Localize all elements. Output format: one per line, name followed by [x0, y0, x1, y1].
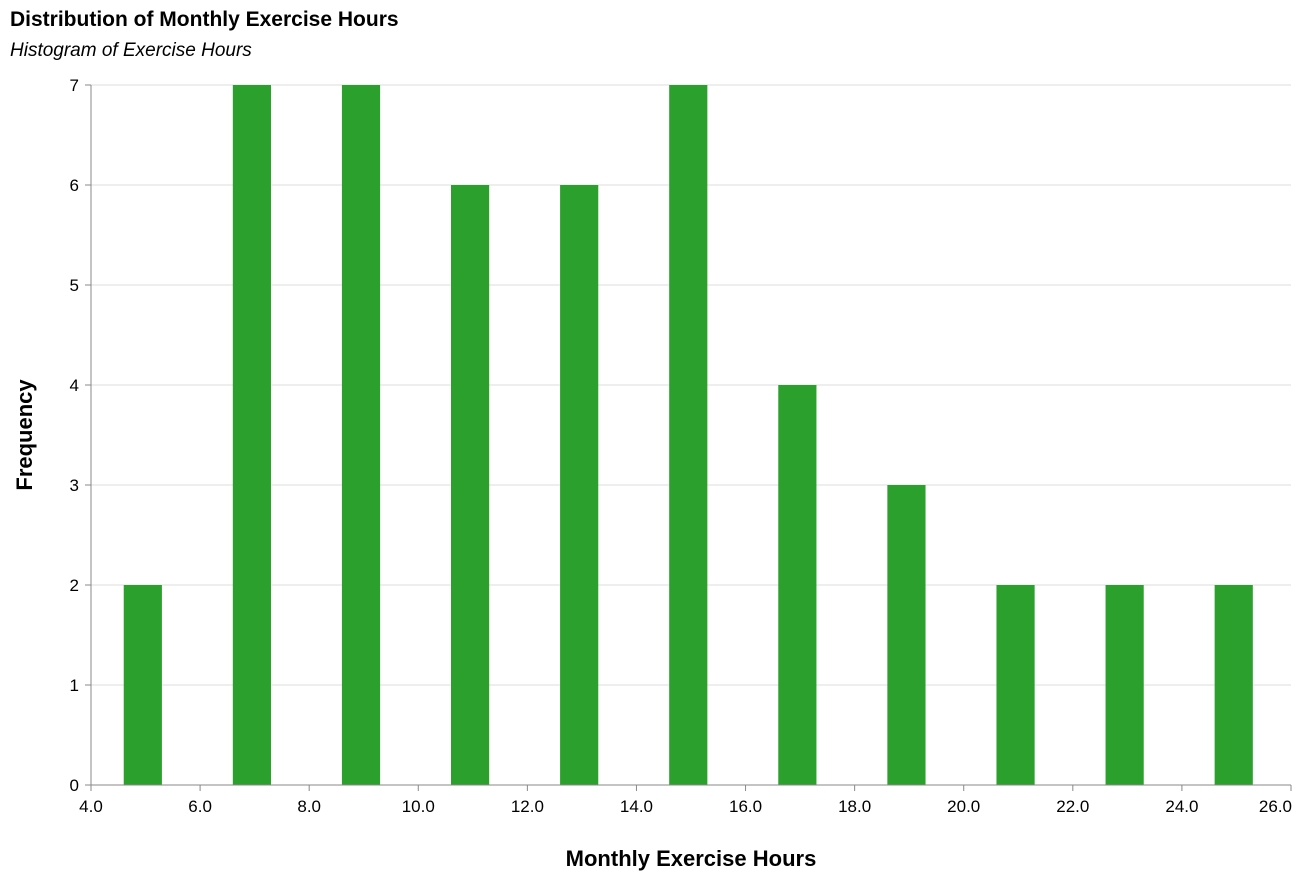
histogram-bar: [778, 385, 817, 785]
y-tick-label: 1: [70, 676, 79, 695]
x-tick-label: 10.0: [402, 797, 435, 816]
y-tick-label: 6: [70, 176, 79, 195]
y-tick-label: 7: [70, 76, 79, 95]
tick-labels: 0 1 2 3 4 5 6 7 4.0 6.0 8.0 10.0 12.0 14.0 16.0 18.0 20.…: [70, 76, 1292, 816]
y-axis-title: Frequency: [12, 379, 37, 491]
x-tick-label: 12.0: [511, 797, 544, 816]
x-tick-label: 24.0: [1165, 797, 1198, 816]
x-tick-label: 8.0: [297, 797, 321, 816]
histogram-bar: [1214, 585, 1253, 785]
x-tick-label: 16.0: [729, 797, 762, 816]
histogram-bar: [996, 585, 1035, 785]
x-tick-label: 20.0: [947, 797, 980, 816]
bars: [123, 85, 1253, 785]
chart-subtitle: Histogram of Exercise Hours: [10, 40, 252, 61]
x-tick-label: 26.0: [1259, 797, 1292, 816]
x-axis-title: Monthly Exercise Hours: [566, 846, 817, 871]
histogram-bar: [560, 185, 599, 785]
axes: [85, 84, 1292, 791]
histogram-bar: [1105, 585, 1144, 785]
y-tick-label: 0: [70, 776, 79, 795]
x-tick-label: 6.0: [188, 797, 212, 816]
y-tick-label: 2: [70, 576, 79, 595]
chart-title: Distribution of Monthly Exercise Hours: [10, 8, 399, 31]
histogram-bar: [669, 85, 708, 785]
histogram-bar: [451, 185, 490, 785]
histogram-bar: [123, 585, 162, 785]
x-tick-label: 22.0: [1056, 797, 1089, 816]
x-tick-label: 4.0: [79, 797, 103, 816]
x-tick-label: 18.0: [838, 797, 871, 816]
y-tick-label: 3: [70, 476, 79, 495]
x-tick-label: 14.0: [620, 797, 653, 816]
histogram-bar: [232, 85, 271, 785]
histogram-bar: [341, 85, 381, 785]
histogram-bar: [887, 485, 926, 785]
y-tick-label: 4: [70, 376, 79, 395]
y-tick-label: 5: [70, 276, 79, 295]
